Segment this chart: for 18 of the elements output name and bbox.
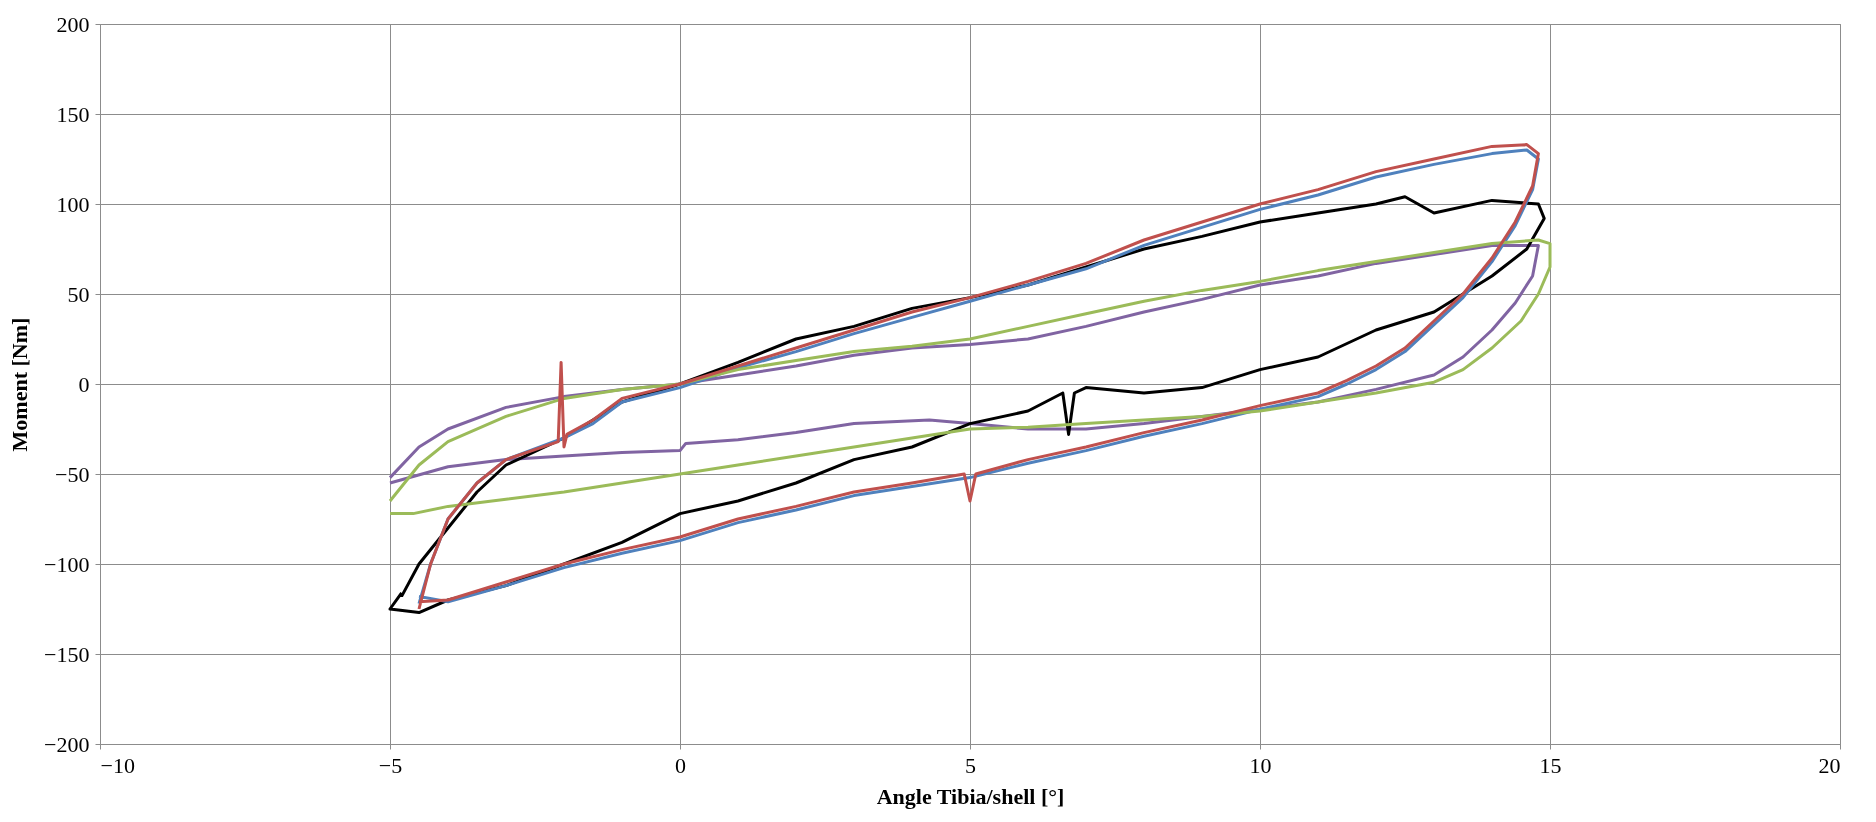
- y-tick-label: 100: [56, 191, 90, 217]
- y-tick-label: 150: [56, 101, 90, 127]
- x-tick-label: −10: [100, 752, 135, 778]
- y-axis-title: Moment [Nm]: [7, 317, 33, 452]
- y-tick-label: −200: [44, 731, 90, 757]
- x-axis-title: Angle Tibia/shell [°]: [876, 783, 1065, 809]
- y-tick-label: −100: [44, 551, 90, 577]
- y-tick-label: −50: [55, 461, 90, 487]
- x-tick-label: 10: [1249, 752, 1272, 778]
- x-tick-label: 0: [675, 752, 686, 778]
- x-tick-label: 15: [1539, 752, 1562, 778]
- x-tick-label: 20: [1818, 752, 1841, 778]
- y-tick-label: −150: [44, 641, 90, 667]
- x-tick-label: 5: [965, 752, 976, 778]
- y-tick-label: 0: [78, 371, 90, 397]
- y-tick-label: 50: [67, 281, 90, 307]
- y-tick-label: 200: [56, 11, 90, 37]
- x-tick-label: −5: [378, 752, 403, 778]
